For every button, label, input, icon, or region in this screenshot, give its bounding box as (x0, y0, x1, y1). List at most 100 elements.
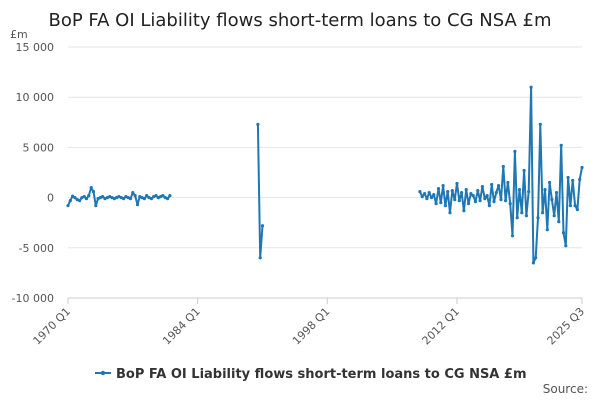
data-point[interactable] (448, 211, 452, 215)
data-point[interactable] (91, 190, 96, 194)
data-point[interactable] (453, 198, 457, 202)
data-point[interactable] (78, 199, 82, 203)
data-point[interactable] (434, 202, 438, 206)
data-point[interactable] (142, 197, 146, 201)
data-point[interactable] (483, 197, 487, 201)
data-point[interactable] (550, 198, 554, 202)
data-point[interactable] (466, 202, 471, 206)
data-point[interactable] (490, 182, 494, 187)
data-point[interactable] (548, 180, 552, 185)
data-point[interactable] (161, 194, 165, 198)
legend[interactable]: BoP FA OI Liability flows short-term loa… (95, 367, 527, 382)
data-point[interactable] (536, 216, 540, 220)
data-point[interactable] (568, 204, 573, 208)
data-point[interactable] (527, 190, 531, 194)
data-point[interactable] (545, 228, 549, 232)
data-point[interactable] (529, 85, 533, 89)
data-point[interactable] (554, 191, 559, 195)
data-point[interactable] (578, 177, 582, 182)
data-point[interactable] (163, 196, 167, 200)
data-point[interactable] (559, 143, 563, 147)
data-point[interactable] (575, 208, 580, 212)
data-point[interactable] (128, 197, 133, 201)
data-point[interactable] (427, 191, 431, 195)
data-point[interactable] (573, 204, 577, 208)
data-point[interactable] (429, 196, 434, 200)
data-point[interactable] (508, 202, 512, 206)
data-point[interactable] (446, 190, 450, 194)
data-point[interactable] (450, 189, 454, 193)
data-point[interactable] (480, 185, 484, 189)
data-point[interactable] (497, 184, 501, 188)
data-point[interactable] (464, 188, 468, 192)
data-point[interactable] (478, 199, 482, 203)
data-point[interactable] (506, 180, 510, 185)
data-point[interactable] (571, 178, 575, 183)
data-point[interactable] (520, 211, 524, 215)
data-point[interactable] (543, 188, 547, 192)
data-point[interactable] (103, 197, 107, 201)
data-point[interactable] (149, 197, 153, 201)
data-point[interactable] (485, 194, 489, 198)
data-point[interactable] (441, 184, 445, 188)
data-point[interactable] (504, 199, 508, 203)
data-point[interactable] (135, 203, 140, 207)
data-point[interactable] (145, 194, 149, 198)
data-point[interactable] (476, 189, 480, 193)
data-point[interactable] (460, 191, 464, 195)
data-point[interactable] (423, 192, 427, 196)
data-point[interactable] (117, 195, 121, 199)
data-point[interactable] (455, 181, 459, 186)
data-point[interactable] (432, 193, 436, 197)
data-point[interactable] (471, 194, 475, 198)
data-point[interactable] (564, 244, 568, 248)
data-point[interactable] (168, 194, 172, 198)
data-point[interactable] (443, 204, 447, 208)
data-point[interactable] (258, 256, 262, 260)
data-point[interactable] (418, 190, 422, 194)
data-point[interactable] (87, 194, 91, 198)
data-point[interactable] (73, 196, 77, 200)
data-point[interactable] (538, 122, 542, 126)
data-point[interactable] (133, 194, 137, 198)
data-point[interactable] (522, 168, 526, 173)
data-point[interactable] (566, 175, 570, 180)
data-point[interactable] (487, 204, 491, 208)
data-point[interactable] (552, 214, 556, 218)
data-point[interactable] (473, 200, 478, 204)
data-point[interactable] (501, 164, 505, 169)
data-point[interactable] (499, 198, 503, 202)
data-point[interactable] (154, 194, 158, 198)
data-point[interactable] (131, 191, 135, 195)
data-point[interactable] (439, 201, 443, 205)
data-point[interactable] (71, 194, 75, 198)
data-point[interactable] (84, 197, 89, 201)
data-point[interactable] (122, 197, 126, 201)
data-point[interactable] (462, 209, 466, 213)
data-point[interactable] (420, 195, 424, 199)
data-point[interactable] (68, 199, 72, 203)
data-point[interactable] (513, 149, 517, 153)
data-point[interactable] (260, 224, 265, 228)
data-point[interactable] (66, 204, 70, 208)
data-point[interactable] (492, 200, 496, 204)
data-point[interactable] (425, 197, 429, 201)
data-point[interactable] (469, 192, 473, 196)
data-point[interactable] (89, 186, 93, 190)
data-point[interactable] (524, 214, 529, 218)
data-point[interactable] (436, 187, 441, 191)
data-point[interactable] (534, 256, 538, 260)
data-point[interactable] (541, 211, 545, 215)
data-point[interactable] (82, 195, 86, 199)
data-point[interactable] (256, 122, 260, 126)
data-point[interactable] (510, 234, 515, 238)
data-point[interactable] (580, 165, 584, 170)
data-point[interactable] (101, 195, 105, 199)
data-point[interactable] (531, 261, 536, 265)
data-point[interactable] (515, 216, 519, 220)
data-point[interactable] (494, 191, 498, 195)
data-point[interactable] (94, 204, 98, 208)
data-point[interactable] (561, 231, 566, 235)
data-point[interactable] (557, 220, 561, 224)
data-point[interactable] (147, 196, 151, 200)
